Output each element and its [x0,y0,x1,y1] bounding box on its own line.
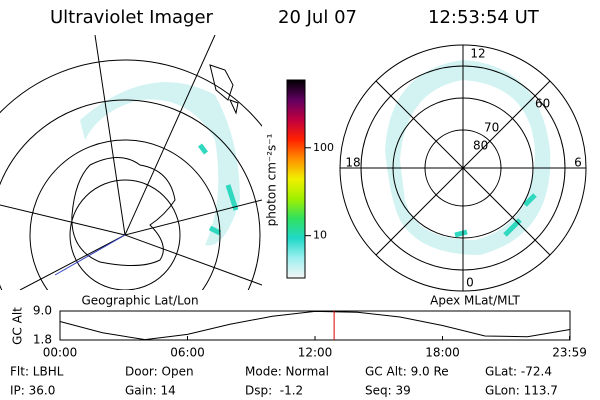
time: 12:53:54 UT [428,7,540,28]
x-tick-label: 00:00 [43,346,78,360]
colorbar-tick-label: 10 [313,229,327,242]
status-field: Gain: 14 [125,384,176,398]
date: 20 Jul 07 [278,7,357,28]
status-field: Seq: 39 [365,384,411,398]
status-field: Dsp: -1.2 [245,384,303,398]
status-field: Flt: LBHL [10,365,64,379]
status-field: Door: Open [125,365,194,379]
panel-label: Geographic Lat/Lon [81,294,198,308]
x-tick-label: 18:00 [425,346,460,360]
y-axis-label: GC Alt [11,307,25,345]
y-tick-label: 9.0 [33,304,52,318]
mlt-label: 6 [574,156,582,170]
status-field: GLat: -72.4 [485,365,552,379]
x-tick-label: 23:59 [552,346,587,360]
mlat-label: 80 [473,139,488,153]
mlat-label: 70 [484,121,499,135]
geographic-map [0,35,262,290]
colorbar-label: photon cm⁻²s⁻¹ [265,133,279,226]
mlt-map [339,44,587,292]
colorbar [286,79,306,279]
status-field: IP: 36.0 [10,384,55,398]
colorbar-tick-label: 100 [313,141,334,154]
x-tick-label: 06:00 [170,346,205,360]
title: Ultraviolet Imager [50,7,214,28]
mlt-label: 12 [470,47,485,61]
status-field: GC Alt: 9.0 Re [365,365,449,379]
mlt-label: 18 [345,156,360,170]
panel-label: Apex MLat/MLT [430,294,520,308]
altitude-curve [59,310,571,341]
mlt-label: 0 [466,276,474,290]
status-field: Mode: Normal [245,365,329,379]
mlat-label: 60 [535,97,550,111]
y-tick-label: 1.8 [33,333,52,347]
x-tick-label: 12:00 [298,346,333,360]
status-field: GLon: 113.7 [485,384,558,398]
